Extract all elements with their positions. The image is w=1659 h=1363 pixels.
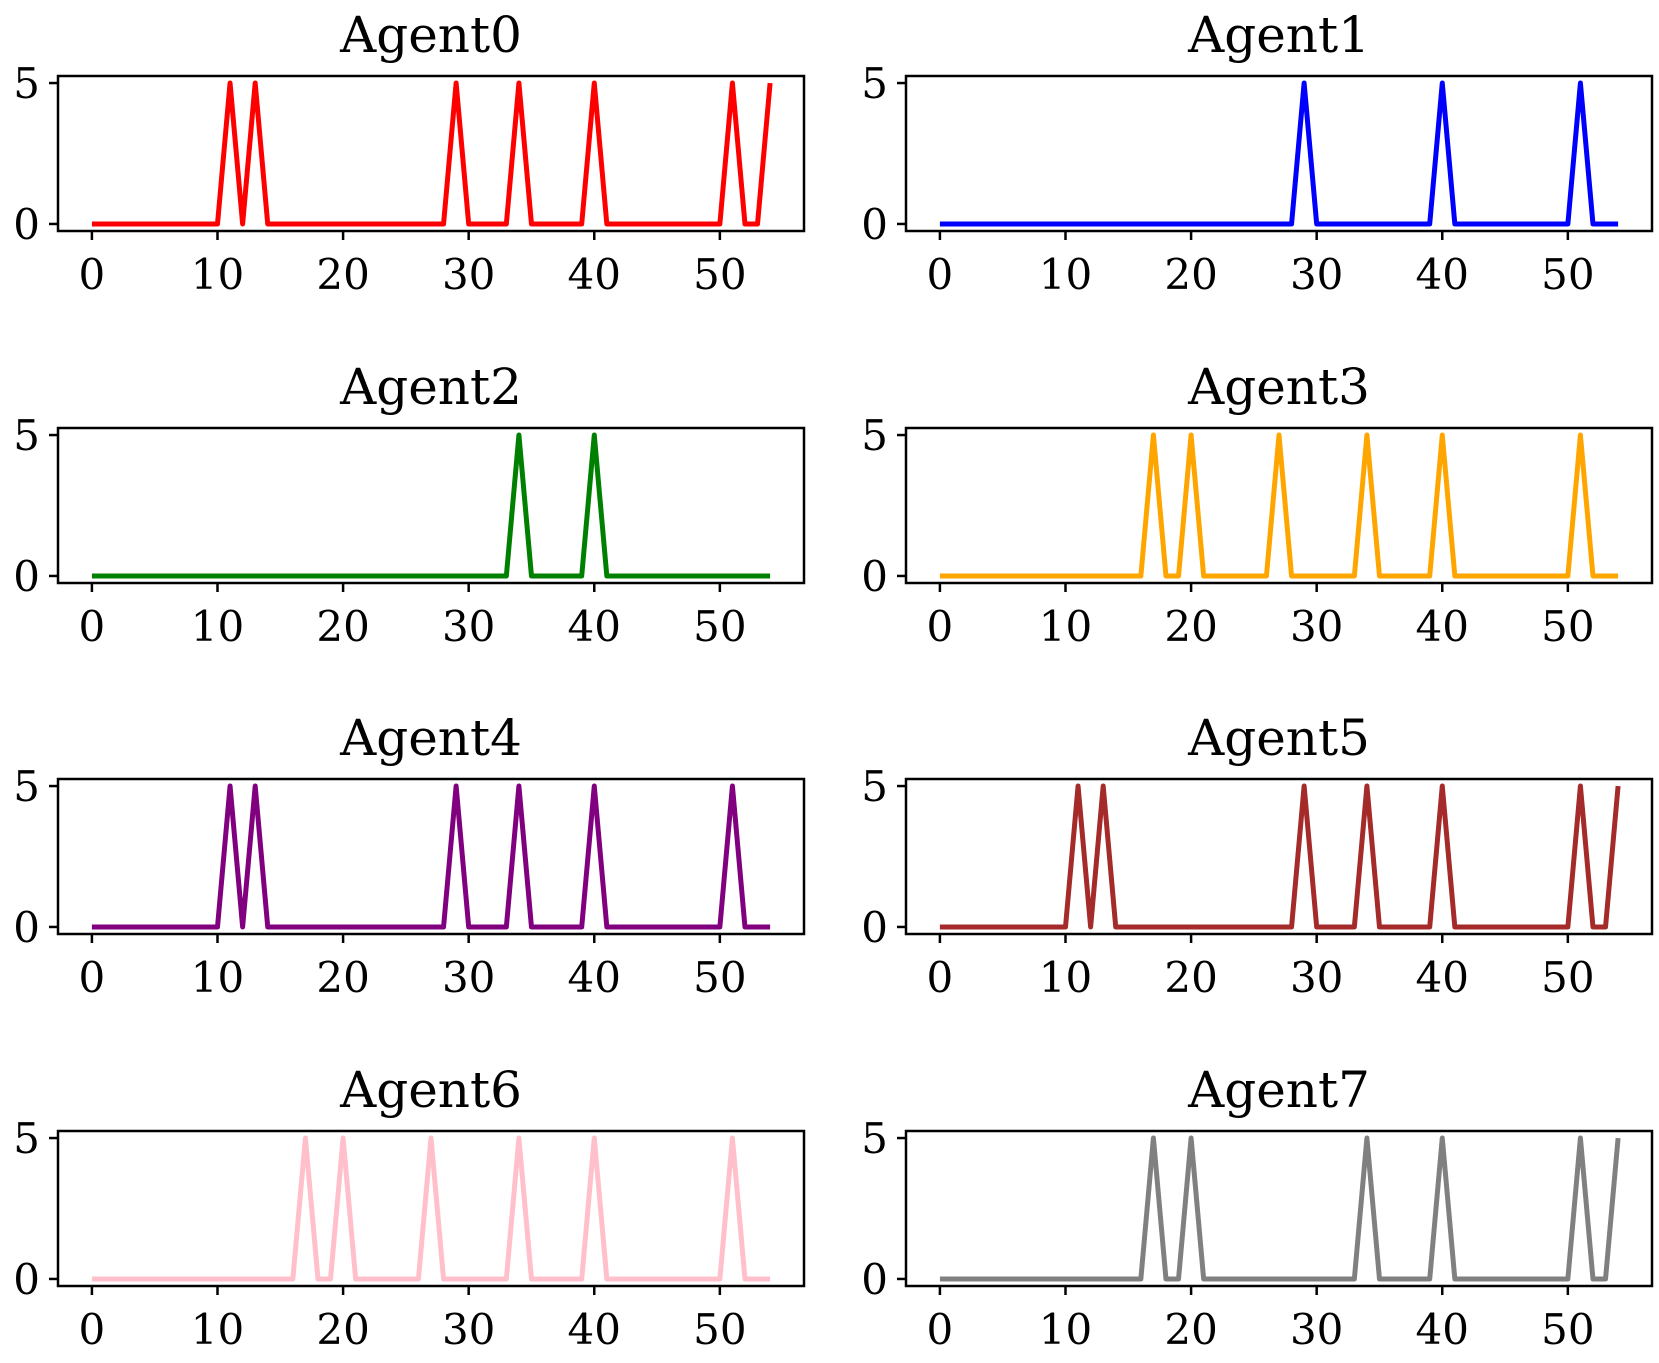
y-tick-label: 0 [13,200,40,249]
series-line [939,783,1621,930]
x-tick-label: 30 [442,953,495,1002]
y-tick-label: 0 [13,903,40,952]
x-tick-label: 0 [927,602,954,651]
y-tick-label: 5 [861,59,888,108]
axes-frame [904,74,1654,233]
series-line [91,783,771,930]
x-tick-label: 50 [693,250,746,299]
x-tick-label: 20 [1164,953,1217,1002]
y-tick-label: 5 [13,1114,40,1163]
y-tick-label: 0 [861,903,888,952]
y-tick-label: 0 [13,552,40,601]
x-tick-label: 0 [927,953,954,1002]
x-tick-label: 10 [191,1305,244,1354]
y-tick-label: 5 [861,1114,888,1163]
x-tick-label: 0 [79,953,106,1002]
subplot-title: Agent3 [1187,358,1370,416]
x-tick-label: 50 [693,602,746,651]
series-line [91,80,773,227]
x-tick-label: 40 [568,250,621,299]
subplot-agent1: Agent1 0 10 20 30 40 50 0 5 [861,6,1654,299]
x-tick-label: 30 [1290,953,1343,1002]
x-tick-label: 10 [1039,953,1092,1002]
subplot-agent6: Agent6 0 10 20 30 40 50 0 5 [13,1061,806,1354]
subplot-title: Agent6 [339,1061,522,1119]
x-tick-label: 50 [1541,602,1594,651]
subplot-title: Agent0 [339,6,522,64]
x-tick-label: 30 [1290,250,1343,299]
subplot-agent4: Agent4 0 10 20 30 40 50 0 5 [13,709,806,1002]
subplot-agent5: Agent5 0 10 20 30 40 50 0 5 [861,709,1654,1002]
y-tick-label: 5 [13,411,40,460]
x-tick-label: 30 [1290,1305,1343,1354]
y-tick-label: 0 [861,552,888,601]
series-line [91,1135,771,1282]
x-tick-label: 10 [191,953,244,1002]
x-tick-label: 20 [316,602,369,651]
x-tick-label: 50 [693,1305,746,1354]
axes-frame [56,74,806,233]
series-line [939,432,1619,579]
x-tick-label: 30 [1290,602,1343,651]
axes-frame [56,777,806,936]
subplot-agent0: Agent0 0 10 20 30 40 50 0 5 [13,6,806,299]
subplot-title: Agent1 [1187,6,1370,64]
y-tick-label: 5 [13,59,40,108]
x-tick-label: 40 [568,602,621,651]
x-tick-label: 40 [1416,602,1469,651]
x-tick-label: 40 [1416,953,1469,1002]
x-tick-label: 40 [568,1305,621,1354]
subplot-agent7: Agent7 0 10 20 30 40 50 0 5 [861,1061,1654,1354]
y-tick-label: 5 [13,762,40,811]
x-tick-label: 0 [79,1305,106,1354]
x-tick-label: 0 [927,250,954,299]
x-tick-label: 10 [191,250,244,299]
series-line [939,1135,1621,1282]
y-tick-label: 5 [861,762,888,811]
x-tick-label: 30 [442,1305,495,1354]
x-tick-label: 0 [927,1305,954,1354]
x-tick-label: 20 [316,953,369,1002]
x-tick-label: 30 [442,250,495,299]
x-tick-label: 10 [1039,602,1092,651]
x-tick-label: 10 [1039,250,1092,299]
y-tick-label: 5 [861,411,888,460]
series-line [939,80,1619,227]
subplot-title: Agent4 [339,709,522,767]
axes-frame [904,1129,1654,1288]
series-line [91,432,771,579]
x-tick-label: 30 [442,602,495,651]
x-tick-label: 50 [1541,250,1594,299]
x-tick-label: 20 [316,250,369,299]
subplot-title: Agent5 [1187,709,1370,767]
x-tick-label: 0 [79,250,106,299]
x-tick-label: 40 [1416,1305,1469,1354]
x-tick-label: 50 [693,953,746,1002]
axes-frame [904,426,1654,585]
subplot-agent2: Agent2 0 10 20 30 40 50 0 5 [13,358,806,651]
x-tick-label: 40 [1416,250,1469,299]
x-tick-label: 40 [568,953,621,1002]
y-tick-label: 0 [13,1255,40,1304]
subplot-title: Agent2 [339,358,522,416]
axes-frame [904,777,1654,936]
subplot-title: Agent7 [1187,1061,1370,1119]
axes-frame [56,1129,806,1288]
subplot-agent3: Agent3 0 10 20 30 40 50 0 5 [861,358,1654,651]
x-tick-label: 10 [1039,1305,1092,1354]
y-tick-label: 0 [861,1255,888,1304]
x-tick-label: 10 [191,602,244,651]
x-tick-label: 20 [1164,602,1217,651]
x-tick-label: 20 [1164,1305,1217,1354]
x-tick-label: 20 [1164,250,1217,299]
x-tick-label: 20 [316,1305,369,1354]
axes-frame [56,426,806,585]
x-tick-label: 50 [1541,953,1594,1002]
x-tick-label: 0 [79,602,106,651]
x-tick-label: 50 [1541,1305,1594,1354]
y-tick-label: 0 [861,200,888,249]
